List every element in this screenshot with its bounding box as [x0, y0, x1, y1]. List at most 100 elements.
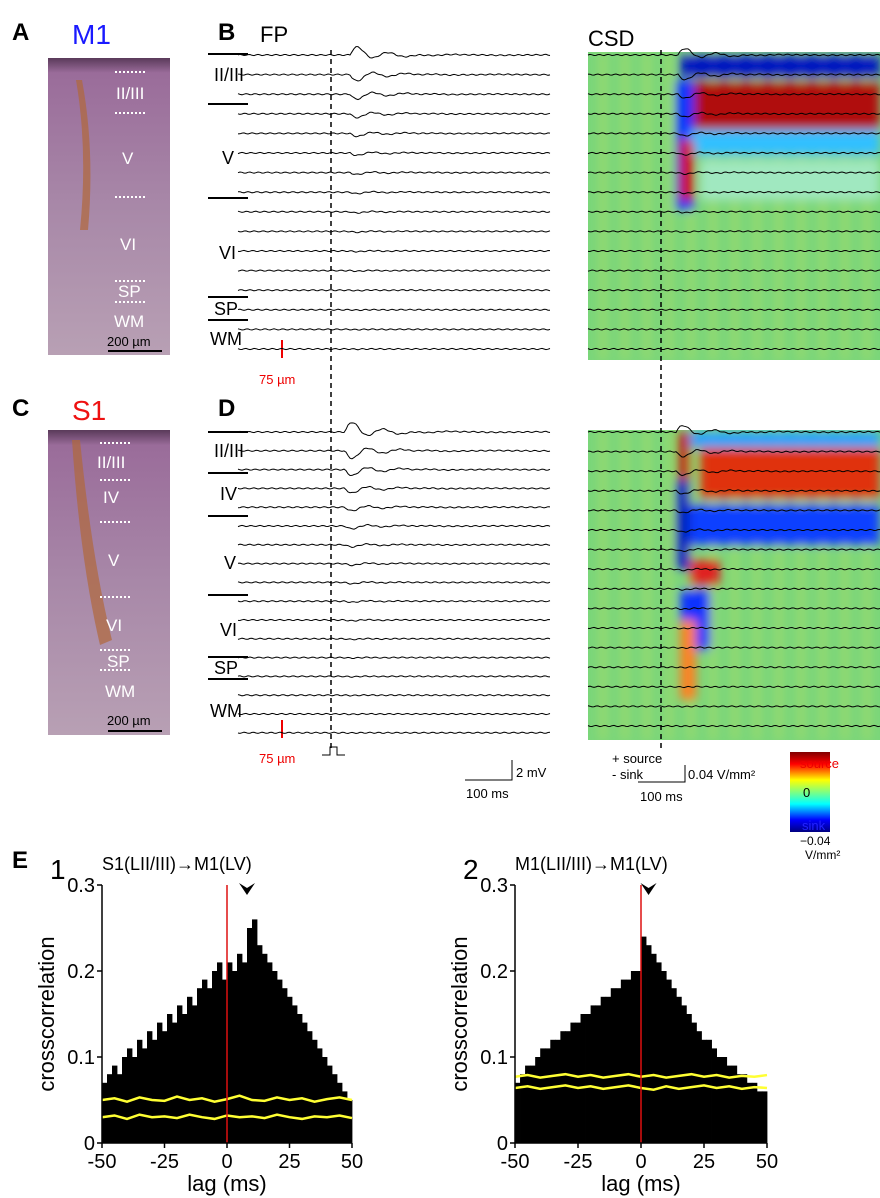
trace — [237, 210, 551, 214]
x-tick-label: -50 — [88, 1151, 117, 1173]
bar — [701, 1039, 707, 1143]
stimulus-marker — [322, 746, 345, 756]
bar — [142, 1048, 148, 1143]
y-tick-label: 0.1 — [67, 1047, 95, 1069]
bar — [232, 971, 238, 1143]
bar — [227, 962, 233, 1143]
trace — [237, 447, 551, 460]
trace — [587, 528, 880, 533]
scale-label: 200 µm — [107, 713, 151, 728]
colorbar-label: −0.04 — [800, 834, 831, 848]
bar — [550, 1039, 556, 1143]
trace — [237, 656, 551, 659]
trace — [587, 666, 880, 669]
bar — [337, 1082, 343, 1143]
heat-streak — [754, 52, 760, 360]
x-axis-label: lag (ms) — [187, 1171, 266, 1196]
layer-label: V — [224, 553, 236, 573]
layer-borders — [100, 442, 130, 671]
bar — [307, 1031, 313, 1143]
scale-label: + source — [612, 751, 662, 766]
bar — [610, 988, 617, 1143]
bar — [600, 996, 607, 1143]
x-tick-label: 0 — [635, 1151, 646, 1173]
trace — [237, 91, 551, 101]
bar — [197, 988, 203, 1143]
bar — [277, 979, 283, 1143]
trace — [237, 693, 551, 697]
y-axis-label: crosscorrelation — [447, 936, 472, 1091]
heat-streak — [798, 430, 804, 740]
trace — [237, 190, 551, 195]
bar — [530, 1065, 536, 1143]
layer-label: V — [122, 149, 134, 168]
trace — [237, 269, 551, 273]
trace — [587, 230, 880, 233]
y-tick-label: 0.2 — [67, 961, 95, 983]
bar — [167, 1014, 173, 1143]
heat-blob — [680, 140, 694, 200]
bar — [292, 1005, 298, 1143]
trace — [237, 71, 551, 82]
depth-label: 75 µm — [259, 751, 295, 766]
bar — [147, 1031, 153, 1143]
bar — [317, 1048, 323, 1143]
depth-label: 75 µm — [259, 372, 295, 387]
panel-letter: D — [218, 395, 235, 422]
bar — [327, 1065, 333, 1143]
colorbar-label: source — [800, 756, 839, 771]
trace — [587, 508, 880, 514]
trace — [237, 422, 551, 437]
bar — [761, 1091, 768, 1143]
trace — [587, 92, 880, 99]
x-tick-label: 25 — [693, 1151, 715, 1173]
heat-blob — [680, 55, 880, 77]
trace — [237, 151, 551, 157]
heat-streak — [842, 52, 848, 360]
bar — [741, 1074, 748, 1143]
peak-arrow — [640, 883, 657, 895]
scale-label: 200 µm — [107, 334, 151, 349]
fp-label: FP — [260, 22, 288, 47]
x-tick-label: 50 — [756, 1151, 778, 1173]
bar — [520, 1074, 526, 1143]
bar — [711, 1048, 717, 1143]
panel-letter: E — [12, 847, 28, 874]
trace — [587, 289, 880, 292]
trace — [587, 685, 880, 689]
trace — [237, 675, 551, 678]
heat-streak — [600, 430, 606, 740]
trace — [237, 131, 551, 138]
trace — [237, 230, 551, 234]
layer-label: V — [222, 148, 234, 168]
scale-label: - sink — [612, 767, 644, 782]
bar — [590, 1005, 597, 1143]
layer-label: VI — [220, 620, 237, 640]
electrode-track — [76, 80, 91, 230]
bar — [625, 979, 632, 1143]
trace — [587, 488, 880, 495]
heat-blob — [678, 432, 690, 492]
bar — [671, 988, 677, 1143]
trace — [587, 607, 880, 611]
trace — [587, 111, 880, 118]
panel-number: 2 — [463, 854, 479, 885]
heat-blob — [690, 505, 880, 545]
region-label: M1 — [72, 19, 111, 50]
csd-heatmap — [588, 430, 880, 740]
heat-streak — [864, 430, 870, 740]
bar — [257, 945, 263, 1143]
bar — [217, 962, 223, 1143]
trace — [587, 347, 880, 351]
x-tick-label: -25 — [564, 1151, 593, 1173]
bar — [127, 1048, 133, 1143]
layer-label: IV — [103, 488, 120, 507]
bar — [237, 953, 243, 1143]
csd-heatmap — [588, 52, 880, 360]
heat-streak — [710, 52, 716, 360]
layer-label: WM — [210, 701, 242, 721]
bar — [661, 971, 667, 1143]
bar — [605, 996, 612, 1143]
bar — [312, 1039, 318, 1143]
y-tick-label: 0 — [497, 1133, 508, 1155]
